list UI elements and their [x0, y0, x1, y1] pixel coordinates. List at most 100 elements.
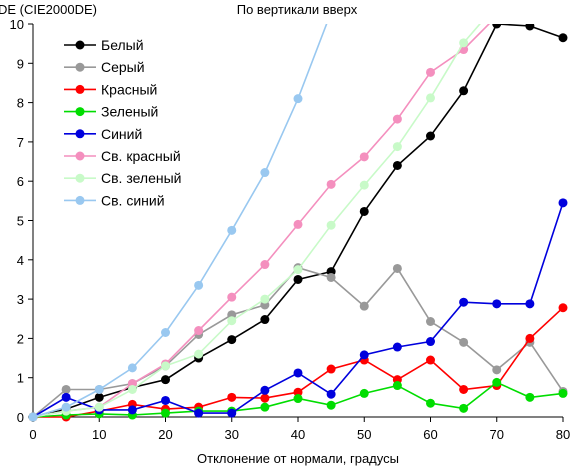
- x-tick-label: 50: [357, 427, 371, 442]
- y-tick-label: 8: [17, 96, 24, 111]
- legend-item: Св. красный: [64, 148, 181, 164]
- data-point: [326, 389, 336, 399]
- data-point: [392, 342, 402, 352]
- data-point: [326, 364, 336, 374]
- chart-title: По вертикали вверх: [237, 2, 358, 17]
- data-point: [161, 375, 170, 385]
- data-point: [459, 337, 469, 347]
- y-tick-label: 5: [17, 214, 24, 229]
- y-tick-label: 2: [17, 331, 24, 346]
- data-point: [227, 408, 237, 418]
- data-point: [492, 12, 501, 21]
- data-point: [194, 349, 204, 359]
- data-point: [426, 131, 435, 141]
- data-point: [260, 385, 270, 395]
- data-point: [326, 400, 336, 410]
- data-point: [558, 303, 568, 313]
- data-point: [359, 180, 369, 190]
- data-point: [392, 142, 402, 152]
- legend-label: Зеленый: [101, 104, 158, 120]
- legend-label: Серый: [101, 59, 145, 75]
- data-point: [127, 384, 137, 394]
- legend-item: Синий: [64, 126, 142, 142]
- data-point: [525, 24, 535, 31]
- data-point: [260, 402, 270, 412]
- legend-marker: [75, 84, 85, 94]
- data-point: [426, 93, 435, 103]
- legend-item: Белый: [64, 37, 144, 53]
- x-tick-label: 70: [490, 427, 504, 442]
- data-point: [459, 86, 469, 96]
- data-point: [61, 402, 71, 412]
- data-point: [359, 350, 369, 360]
- legend-label: Красный: [101, 81, 157, 97]
- legend-item: Зеленый: [64, 104, 158, 120]
- data-point: [558, 33, 568, 43]
- data-point: [426, 337, 435, 347]
- x-tick-label: 20: [158, 427, 172, 442]
- data-point: [227, 316, 237, 326]
- y-tick-label: 10: [10, 17, 24, 32]
- legend-label: Белый: [101, 37, 144, 53]
- data-point: [359, 206, 369, 216]
- legend-marker: [75, 62, 85, 72]
- y-tick-label: 1: [17, 371, 24, 386]
- data-point: [94, 402, 104, 412]
- data-point: [161, 361, 170, 371]
- y-tick-label: 3: [17, 292, 24, 307]
- x-tick-label: 60: [423, 427, 437, 442]
- data-point: [492, 299, 502, 309]
- data-point: [492, 365, 502, 375]
- series-8: [28, 24, 328, 422]
- data-point: [227, 335, 237, 345]
- data-point: [127, 363, 137, 373]
- legend-label: Синий: [101, 126, 142, 142]
- data-point: [194, 280, 204, 290]
- data-point: [392, 114, 402, 124]
- y-tick-label: 6: [17, 174, 24, 189]
- data-point: [293, 368, 303, 378]
- data-point: [293, 94, 303, 104]
- legend-marker: [75, 107, 85, 117]
- series-line: [32, 202, 564, 418]
- data-point: [326, 179, 336, 189]
- y-tick-label: 0: [17, 410, 24, 425]
- data-point: [459, 384, 469, 394]
- data-point: [359, 301, 369, 311]
- data-point: [426, 398, 435, 408]
- legend-label: Св. синий: [101, 192, 165, 208]
- data-point: [293, 394, 303, 404]
- data-point: [227, 225, 237, 235]
- data-point: [426, 317, 435, 327]
- data-point: [359, 388, 369, 398]
- data-point: [558, 198, 568, 208]
- legend-item: Св. зеленый: [64, 170, 181, 186]
- plot-series: [28, 0, 568, 422]
- legend-item: Св. синий: [64, 192, 165, 208]
- data-point: [392, 381, 402, 391]
- data-point: [194, 408, 204, 418]
- data-point: [260, 168, 270, 178]
- series-line: [32, 24, 491, 418]
- y-tick-label: 7: [17, 135, 24, 150]
- legend: Белый Серый Красный Зеленый Синий Св. красный…: [64, 37, 181, 208]
- data-point: [326, 272, 336, 282]
- legend-label: Св. красный: [101, 148, 181, 164]
- data-point: [94, 384, 104, 394]
- data-point: [492, 0, 501, 9]
- legend-marker: [75, 173, 85, 183]
- data-point: [161, 408, 170, 418]
- x-tick-label: 30: [225, 427, 239, 442]
- data-point: [293, 219, 303, 229]
- data-point: [61, 392, 71, 402]
- legend-marker: [75, 40, 85, 50]
- data-point: [293, 274, 303, 284]
- legend-marker: [75, 195, 85, 205]
- data-point: [194, 326, 204, 336]
- legend-label: Св. зеленый: [101, 170, 181, 186]
- axes: 0 10 20 30 40 50 60 70 80 0 1 2 3 4 5 6 7 8 9 10: [10, 17, 571, 442]
- data-point: [492, 377, 502, 387]
- data-point: [161, 328, 170, 338]
- data-point: [459, 403, 469, 413]
